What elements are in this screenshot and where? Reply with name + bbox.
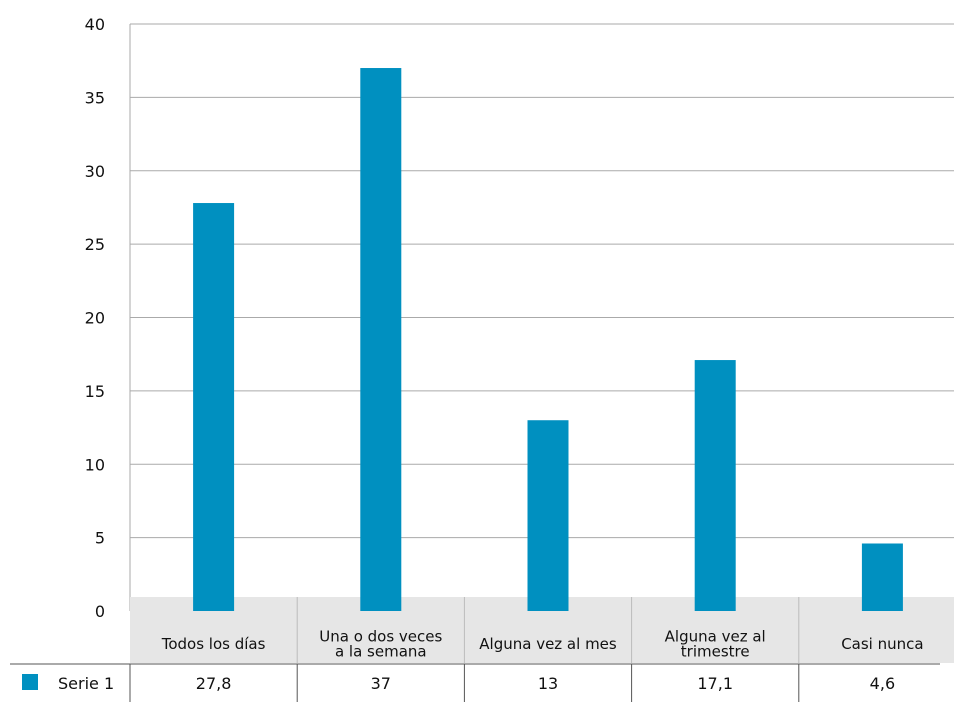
bar bbox=[694, 360, 736, 611]
y-tick-label: 35 bbox=[85, 88, 105, 107]
bars bbox=[193, 68, 903, 611]
category-label: trimestre bbox=[681, 643, 750, 661]
table-value: 17,1 bbox=[697, 674, 733, 693]
bar bbox=[360, 68, 402, 611]
y-tick-label: 0 bbox=[95, 602, 105, 621]
table-value: 13 bbox=[538, 674, 558, 693]
y-axis: 0 5 10 15 20 25 30 35 40 bbox=[85, 15, 131, 621]
gridlines bbox=[130, 23, 954, 612]
legend-swatch bbox=[22, 674, 38, 690]
category-label: Alguna vez al bbox=[665, 628, 766, 646]
bar bbox=[861, 543, 903, 611]
y-tick-label: 40 bbox=[85, 15, 105, 34]
bar bbox=[193, 203, 235, 611]
table-value: 27,8 bbox=[196, 674, 232, 693]
y-tick-label: 5 bbox=[95, 529, 105, 548]
bar bbox=[527, 420, 569, 611]
y-tick-label: 30 bbox=[85, 162, 105, 181]
y-tick-label: 10 bbox=[85, 455, 105, 474]
category-label: Casi nunca bbox=[841, 635, 923, 653]
y-tick-label: 15 bbox=[85, 382, 105, 401]
table-value: 4,6 bbox=[870, 674, 895, 693]
y-tick-label: 25 bbox=[85, 235, 105, 254]
y-tick-label: 20 bbox=[85, 309, 105, 328]
table-value: 37 bbox=[371, 674, 391, 693]
category-label: Alguna vez al mes bbox=[479, 635, 617, 653]
legend-label: Serie 1 bbox=[58, 674, 114, 693]
category-label: Todos los días bbox=[161, 635, 266, 653]
category-label: a la semana bbox=[335, 643, 427, 661]
category-label: Una o dos veces bbox=[319, 628, 442, 646]
data-table: Serie 1 27,8 37 13 17,1 4,6 bbox=[10, 663, 940, 702]
